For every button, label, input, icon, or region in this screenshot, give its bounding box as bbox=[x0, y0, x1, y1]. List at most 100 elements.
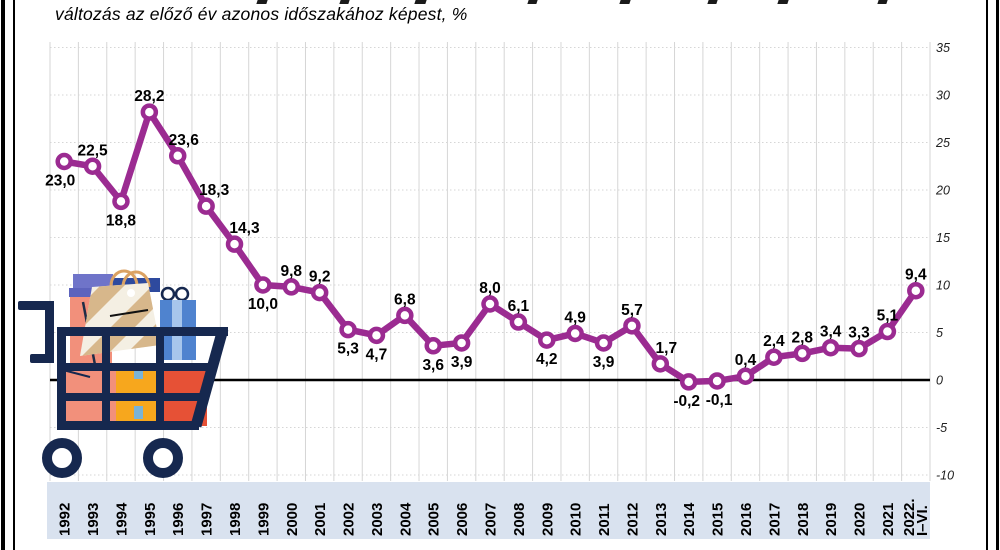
data-point-2012 bbox=[623, 317, 641, 335]
data-point-2001 bbox=[310, 283, 329, 302]
data-point-1996 bbox=[168, 147, 187, 165]
cart-wheel-right bbox=[143, 438, 183, 478]
x-tick-label: 2014 bbox=[681, 502, 698, 536]
data-point-2000 bbox=[282, 278, 301, 296]
x-tick-label: 1994 bbox=[113, 502, 130, 536]
data-label: 0,4 bbox=[735, 352, 757, 369]
data-point-2018 bbox=[793, 344, 812, 363]
data-label: 9,2 bbox=[309, 269, 331, 286]
data-label: 3,3 bbox=[848, 325, 870, 342]
data-label: 14,3 bbox=[229, 220, 260, 237]
shopping-cart-illustration bbox=[18, 269, 229, 478]
data-label: 9,8 bbox=[281, 263, 303, 280]
x-tick-label: 2004 bbox=[397, 502, 414, 536]
data-point-1995 bbox=[140, 103, 159, 121]
cart-frame bbox=[18, 301, 229, 478]
data-point-2002 bbox=[339, 320, 357, 339]
data-label: 18,3 bbox=[199, 182, 230, 199]
data-label: 23,6 bbox=[169, 132, 200, 149]
data-label: -0,1 bbox=[706, 392, 733, 409]
data-point-2014 bbox=[679, 373, 698, 391]
data-point-2022. bbox=[907, 281, 925, 300]
y-tick-label: 30 bbox=[936, 89, 950, 103]
x-tick-label: 2012 bbox=[624, 503, 641, 536]
data-point-2015 bbox=[708, 372, 726, 390]
x-tick-label: 2005 bbox=[426, 503, 443, 536]
data-point-1992 bbox=[55, 152, 73, 171]
data-label: 3,6 bbox=[422, 357, 444, 374]
data-label: 2,8 bbox=[791, 329, 813, 346]
data-point-1999 bbox=[254, 276, 272, 294]
data-label: 3,9 bbox=[593, 354, 615, 371]
data-label: 10,0 bbox=[248, 296, 278, 313]
data-label: 2,4 bbox=[763, 333, 785, 350]
x-tick-label: 1993 bbox=[85, 503, 102, 536]
frame-border-left-inner bbox=[13, 0, 15, 550]
data-label: 6,1 bbox=[508, 298, 530, 315]
data-point-2004 bbox=[396, 306, 414, 325]
data-label: -0,2 bbox=[673, 393, 700, 410]
data-label: 28,2 bbox=[134, 88, 164, 105]
data-point-2003 bbox=[367, 326, 386, 345]
x-tick-label: 2001 bbox=[312, 503, 329, 536]
x-tick-label: 2016 bbox=[738, 503, 755, 536]
x-tick-label: 2022. bbox=[901, 498, 918, 536]
x-tick-label: I–VI. bbox=[914, 505, 931, 536]
data-point-2008 bbox=[509, 313, 528, 331]
y-tick-label: 5 bbox=[936, 326, 943, 340]
x-axis-band bbox=[47, 482, 930, 539]
x-tick-label: 1997 bbox=[199, 503, 216, 536]
data-point-2011 bbox=[594, 334, 613, 352]
data-label: 1,7 bbox=[656, 340, 678, 357]
x-tick-label: 2018 bbox=[795, 503, 812, 536]
data-label: 3,4 bbox=[820, 324, 842, 341]
x-tick-label: 1998 bbox=[227, 503, 244, 536]
gift-box-icon bbox=[160, 286, 196, 360]
data-point-2021 bbox=[878, 322, 897, 341]
data-point-2010 bbox=[566, 324, 584, 343]
x-tick-label: 1995 bbox=[142, 503, 159, 536]
x-tick-label: 2011 bbox=[596, 503, 613, 536]
data-label: 4,7 bbox=[366, 346, 388, 363]
y-tick-label: 35 bbox=[936, 41, 950, 55]
data-point-2016 bbox=[736, 367, 755, 385]
data-point-2007 bbox=[481, 295, 499, 313]
data-point-2019 bbox=[821, 338, 840, 357]
x-tick-label: 2010 bbox=[568, 503, 585, 536]
data-point-1998 bbox=[225, 235, 244, 253]
cart-wheel-left bbox=[42, 438, 82, 478]
x-tick-label: 2017 bbox=[766, 503, 783, 536]
x-tick-label: 2013 bbox=[653, 503, 670, 536]
x-tick-label: 2021 bbox=[880, 503, 897, 536]
data-point-2017 bbox=[765, 348, 783, 366]
data-point-1997 bbox=[197, 197, 215, 215]
x-tick-label: 2007 bbox=[483, 503, 500, 536]
x-tick-label: 2020 bbox=[852, 503, 869, 536]
y-tick-label: -10 bbox=[936, 469, 954, 483]
x-tick-label: 1999 bbox=[255, 503, 272, 536]
data-point-2005 bbox=[424, 337, 442, 355]
x-tick-label: 2019 bbox=[823, 503, 840, 536]
x-tick-label: 2015 bbox=[710, 503, 727, 536]
data-label: 3,9 bbox=[451, 354, 473, 371]
frame-border-left-outer bbox=[1, 0, 5, 550]
data-label: 9,4 bbox=[905, 267, 927, 284]
x-tick-label: 1996 bbox=[170, 503, 187, 536]
data-label: 5,3 bbox=[337, 341, 359, 358]
x-tick-label: 2002 bbox=[341, 503, 358, 536]
data-label: 23,0 bbox=[45, 173, 75, 190]
x-tick-label: 2003 bbox=[369, 503, 386, 536]
data-point-2020 bbox=[850, 339, 868, 358]
y-tick-label: 15 bbox=[936, 231, 950, 245]
data-label: 4,2 bbox=[536, 351, 558, 368]
x-tick-label: 2009 bbox=[539, 503, 556, 536]
data-point-2013 bbox=[651, 355, 670, 373]
data-label: 5,7 bbox=[621, 302, 643, 319]
data-label: 5,1 bbox=[877, 308, 899, 325]
data-label: 22,5 bbox=[77, 142, 108, 159]
y-tick-label: 0 bbox=[936, 374, 943, 388]
cart-items bbox=[60, 269, 207, 426]
data-label: 8,0 bbox=[479, 280, 501, 297]
